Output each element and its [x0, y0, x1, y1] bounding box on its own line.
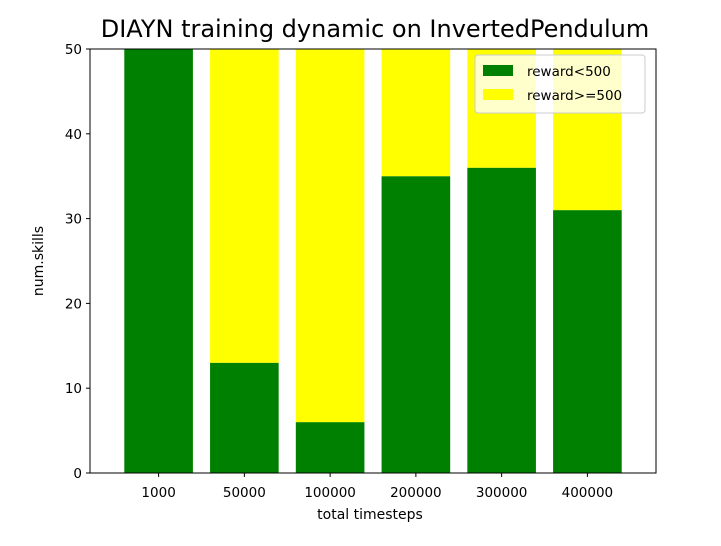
x-tick-label: 200000 [390, 485, 442, 501]
x-tick-label: 1000 [141, 485, 175, 501]
y-tick-label: 10 [65, 381, 82, 397]
y-axis-label: num.skills [31, 226, 47, 296]
legend-label-reward-ge-500: reward>=500 [527, 88, 622, 104]
bar-reward-ge-500-100000 [295, 49, 365, 423]
x-axis-label: total timesteps [317, 507, 423, 523]
bar-reward-lt-500-400000 [553, 210, 622, 473]
x-tick-label: 50000 [223, 485, 266, 501]
y-axis: 0 10 20 30 40 50 [65, 42, 90, 482]
x-tick-label: 400000 [562, 485, 614, 501]
bar-reward-lt-500-50000 [210, 362, 279, 473]
legend: reward<500 reward>=500 [474, 54, 646, 114]
legend-swatch-reward-lt-500 [483, 65, 513, 76]
x-axis: 1000 50000 100000 200000 300000 400000 [141, 473, 613, 501]
bar-reward-lt-500-300000 [467, 167, 536, 473]
chart-title: DIAYN training dynamic on InvertedPendul… [101, 15, 650, 43]
y-tick-label: 30 [65, 212, 82, 228]
bar-reward-ge-500-200000 [381, 49, 451, 177]
x-tick-label: 300000 [476, 485, 528, 501]
bar-reward-lt-500-200000 [381, 176, 451, 473]
y-tick-label: 0 [73, 466, 82, 482]
x-tick-label: 100000 [304, 485, 356, 501]
bar-reward-ge-500-50000 [210, 49, 279, 363]
legend-box [474, 54, 646, 114]
plot-frame [89, 48, 657, 474]
y-tick-label: 40 [65, 127, 82, 143]
y-tick-label: 20 [65, 296, 82, 312]
y-tick-label: 50 [65, 42, 82, 58]
legend-swatch-reward-ge-500 [483, 89, 513, 100]
bar-reward-lt-500-1000 [124, 49, 193, 473]
legend-label-reward-lt-500: reward<500 [527, 64, 611, 80]
bar-reward-lt-500-100000 [295, 422, 365, 473]
